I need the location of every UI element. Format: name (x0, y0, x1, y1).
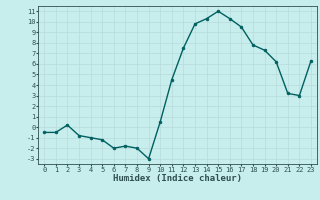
X-axis label: Humidex (Indice chaleur): Humidex (Indice chaleur) (113, 174, 242, 183)
